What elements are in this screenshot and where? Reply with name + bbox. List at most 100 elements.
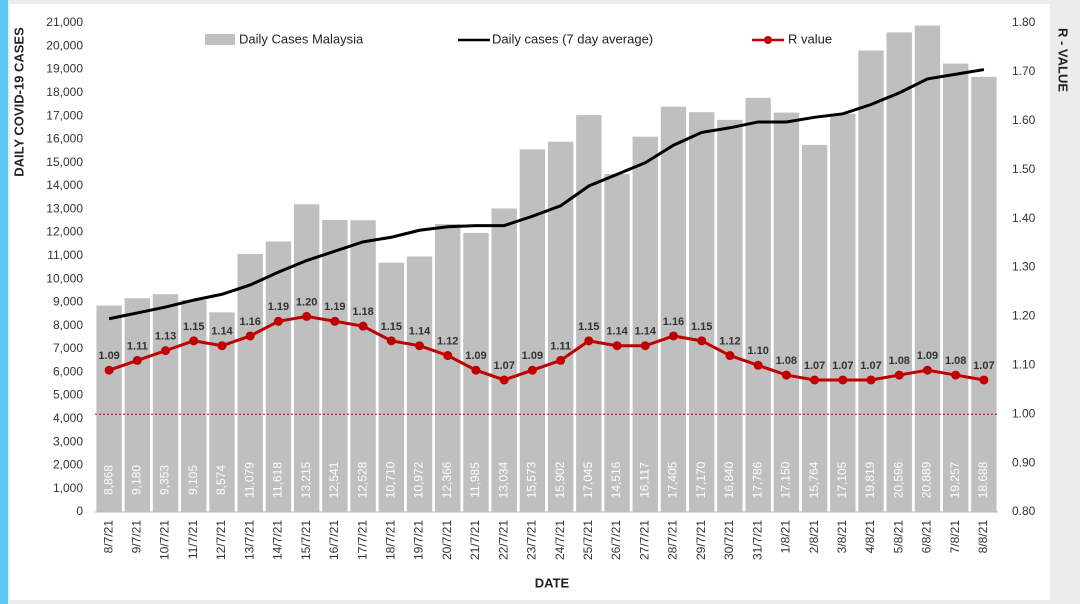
- y2-axis-title: R - VALUE: [1056, 28, 1071, 92]
- point-value-label: 1.09: [917, 350, 938, 362]
- bar-value-label: 18,688: [976, 461, 990, 498]
- bar-value-label: 17,170: [694, 461, 708, 498]
- bar-value-label: 8,574: [214, 465, 228, 495]
- point-value-label: 1.18: [352, 306, 373, 318]
- y-tick-label: 0: [76, 504, 83, 518]
- x-tick-label: 27/7/21: [637, 520, 651, 560]
- point-value-label: 1.15: [183, 321, 204, 333]
- bar-value-label: 12,366: [440, 461, 454, 498]
- point: [330, 316, 340, 326]
- bar-value-label: 14,516: [609, 461, 623, 498]
- y-tick-label: 5,000: [53, 388, 83, 402]
- x-tick-label: 30/7/21: [722, 520, 736, 560]
- bar: [858, 50, 884, 512]
- bar: [942, 63, 969, 512]
- line: [108, 68, 985, 321]
- point-value-label: 1.14: [635, 326, 657, 338]
- point: [189, 336, 199, 346]
- point-value-label: 1.16: [239, 316, 260, 328]
- legend-label: Daily cases (7 day average): [492, 31, 653, 46]
- y2-tick-label: 1.50: [1012, 162, 1036, 176]
- x-tick-label: 8/8/21: [976, 520, 990, 554]
- side-strip: [0, 0, 8, 604]
- point: [471, 365, 481, 375]
- bar: [773, 112, 800, 513]
- bar: [689, 112, 715, 512]
- bar: [378, 262, 404, 512]
- y2-tick-label: 0.80: [1012, 504, 1036, 518]
- bar-value-label: 11,618: [271, 462, 285, 498]
- y-tick-label: 6,000: [53, 364, 83, 378]
- point-value-label: 1.07: [493, 360, 514, 372]
- y-tick-label: 13,000: [46, 201, 83, 215]
- x-tick-label: 4/8/21: [863, 520, 877, 554]
- point-value-label: 1.14: [606, 326, 628, 338]
- bar: [322, 219, 348, 512]
- x-tick-label: 17/7/21: [355, 520, 369, 560]
- y-tick-label: 10,000: [46, 271, 83, 285]
- x-tick-label: 31/7/21: [750, 520, 764, 560]
- bar-value-label: 19,819: [863, 461, 877, 498]
- bar-value-label: 13,215: [299, 461, 313, 498]
- point-value-label: 1.14: [211, 326, 233, 338]
- bar: [914, 25, 941, 512]
- y-tick-label: 16,000: [46, 132, 83, 146]
- y-tick-label: 14,000: [46, 178, 83, 192]
- point-value-label: 1.15: [578, 321, 599, 333]
- point: [386, 336, 396, 346]
- point: [922, 365, 932, 375]
- y2-tick-label: 1.30: [1012, 260, 1036, 274]
- bar-value-label: 13,034: [496, 461, 510, 498]
- y2-tick-label: 0.90: [1012, 455, 1036, 469]
- legend-label: R value: [788, 31, 832, 46]
- point: [584, 336, 594, 346]
- y-tick-label: 4,000: [53, 411, 83, 425]
- bar-value-label: 19,257: [948, 461, 962, 498]
- point-value-label: 1.10: [747, 345, 768, 357]
- x-tick-label: 29/7/21: [694, 520, 708, 560]
- x-tick-label: 28/7/21: [666, 520, 680, 560]
- point: [527, 365, 537, 375]
- y-tick-label: 17,000: [46, 108, 83, 122]
- bar-value-label: 17,045: [581, 461, 595, 498]
- y-tick-label: 2,000: [53, 458, 83, 472]
- point-value-label: 1.11: [127, 340, 148, 352]
- bar-value-label: 16,117: [637, 462, 651, 498]
- point-value-label: 1.08: [945, 355, 966, 367]
- y2-tick-label: 1.10: [1012, 357, 1036, 371]
- point-value-label: 1.19: [324, 301, 345, 313]
- point: [810, 375, 820, 385]
- point: [612, 341, 622, 351]
- bar-value-label: 12,541: [327, 461, 341, 498]
- bar-value-label: 9,180: [130, 465, 144, 495]
- bar: [265, 241, 292, 513]
- bar: [237, 254, 263, 512]
- bar-value-label: 20,889: [920, 461, 934, 498]
- legend-swatch: [764, 36, 772, 44]
- point-value-label: 1.19: [268, 301, 289, 313]
- bar-value-label: 20,596: [891, 461, 905, 498]
- point-value-label: 1.07: [860, 360, 881, 372]
- point: [951, 370, 961, 380]
- x-tick-label: 13/7/21: [242, 520, 256, 560]
- point-value-label: 1.09: [98, 350, 119, 362]
- x-tick-label: 22/7/21: [496, 520, 510, 560]
- point: [979, 375, 989, 385]
- x-axis-title: DATE: [535, 575, 570, 590]
- x-tick-label: 14/7/21: [271, 520, 285, 560]
- point-value-label: 1.15: [381, 321, 402, 333]
- point-value-label: 1.15: [691, 321, 712, 333]
- point: [725, 351, 735, 361]
- y-tick-label: 7,000: [53, 341, 83, 355]
- x-tick-label: 15/7/21: [299, 520, 313, 560]
- bar-value-label: 17,786: [750, 461, 764, 498]
- bar: [717, 119, 743, 513]
- bar: [660, 106, 687, 512]
- y-tick-label: 9,000: [53, 295, 83, 309]
- x-tick-label: 19/7/21: [412, 520, 426, 560]
- y-tick-label: 12,000: [46, 225, 83, 239]
- y2-tick-label: 1.40: [1012, 211, 1036, 225]
- x-tick-label: 10/7/21: [158, 520, 172, 560]
- bar: [96, 305, 122, 512]
